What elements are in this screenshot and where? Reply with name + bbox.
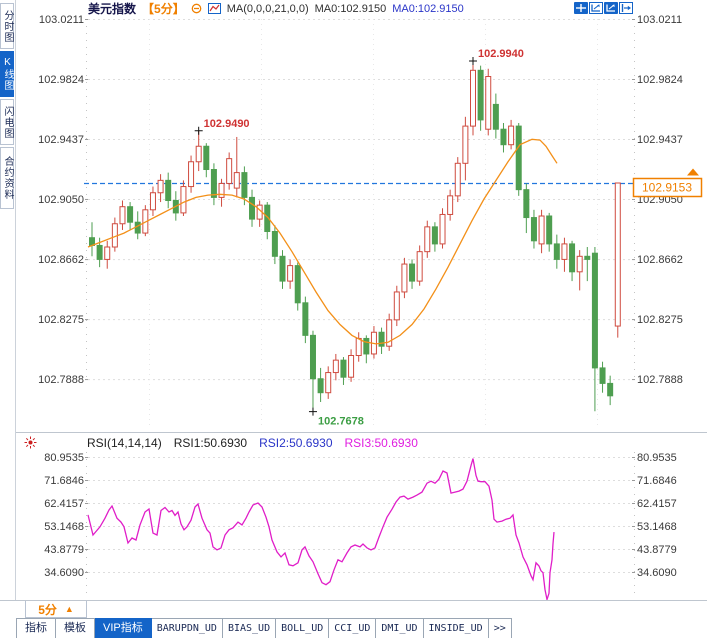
period-selector[interactable]: 5分 ▲ — [25, 601, 87, 618]
footer-period-row: 5分 ▲ — [0, 600, 707, 618]
indicator-settings-icon[interactable] — [24, 436, 37, 449]
svg-text:102.7678: 102.7678 — [318, 416, 364, 428]
svg-text:102.9824: 102.9824 — [38, 74, 84, 86]
chart-header: 美元指数 【5分】 MA(0,0,0,21,0,0) MA0:102.9150 … — [88, 1, 464, 16]
svg-text:80.9535: 80.9535 — [637, 452, 677, 464]
svg-text:34.6090: 34.6090 — [44, 567, 84, 579]
rsi-header: RSI(14,14,14) RSI1:50.6930 RSI2:50.6930 … — [0, 435, 418, 450]
sidebar-tab-1[interactable]: 分时图 — [0, 3, 14, 49]
rsi-settings-label: RSI(14,14,14) — [87, 435, 162, 450]
kline-window-icon[interactable] — [207, 3, 221, 14]
svg-text:103.0211: 103.0211 — [637, 14, 682, 26]
footer-tab-5[interactable]: BIAS_UD — [222, 618, 277, 638]
svg-text:102.9437: 102.9437 — [38, 134, 84, 146]
price-up-arrow-icon — [687, 168, 699, 176]
svg-text:53.1468: 53.1468 — [44, 521, 84, 533]
svg-text:43.8779: 43.8779 — [44, 544, 84, 556]
svg-text:102.9490: 102.9490 — [204, 118, 250, 130]
chart-toolbar — [574, 2, 633, 14]
svg-text:102.7888: 102.7888 — [38, 374, 84, 386]
rsi-grid — [86, 452, 635, 596]
svg-text:53.1468: 53.1468 — [637, 521, 677, 533]
sidebar-tab-3[interactable]: 闪电图 — [0, 99, 14, 145]
rsi-line — [87, 458, 555, 600]
svg-text:102.7888: 102.7888 — [637, 374, 683, 386]
crosshair-move-icon[interactable] — [574, 2, 588, 14]
sidebar-tab-2[interactable]: K线图 — [0, 51, 14, 97]
svg-text:102.8275: 102.8275 — [38, 314, 84, 326]
rsi-values: RSI(14,14,14) RSI1:50.6930 RSI2:50.6930 … — [87, 436, 418, 450]
footer-tab-2[interactable]: 模板 — [56, 618, 95, 638]
svg-text:71.6846: 71.6846 — [44, 475, 84, 487]
instrument-title: 美元指数 — [88, 2, 137, 16]
rsi-layers: 80.9535 80.9535 71.6846 71.6846 62.4157 62.41… — [44, 452, 677, 600]
period-up-arrow-icon: ▲ — [64, 604, 74, 614]
footer-tab-8[interactable]: DMI_UD — [376, 618, 424, 638]
svg-text:102.8662: 102.8662 — [637, 254, 683, 266]
ma-value-1: MA0:102.9150 — [392, 2, 464, 15]
svg-text:102.9050: 102.9050 — [38, 194, 84, 206]
svg-text:102.9437: 102.9437 — [637, 134, 683, 146]
svg-text:34.6090: 34.6090 — [637, 567, 677, 579]
svg-text:102.9824: 102.9824 — [637, 74, 683, 86]
svg-text:62.4157: 62.4157 — [637, 498, 677, 510]
footer-tab-7[interactable]: CCI_UD — [329, 618, 377, 638]
svg-text:62.4157: 62.4157 — [44, 498, 84, 510]
footer-tab-3[interactable]: VIP指标 — [95, 618, 152, 638]
svg-text:71.6846: 71.6846 — [637, 475, 677, 487]
price-annotations: 102.9490 102.9940 102.7678 — [194, 48, 524, 428]
rsi-axis-labels: 80.9535 80.9535 71.6846 71.6846 62.4157 62.41… — [44, 452, 677, 579]
grid — [86, 19, 635, 428]
svg-text:102.8275: 102.8275 — [637, 314, 683, 326]
svg-text:103.0211: 103.0211 — [39, 14, 84, 26]
ma21-line — [87, 138, 558, 345]
sidebar-divider — [15, 0, 16, 600]
last-price-box: 102.9153 — [632, 168, 703, 198]
rsi3-value: RSI3:50.6930 — [344, 435, 418, 450]
footer-tab-1[interactable]: 指标 — [16, 618, 56, 638]
svg-text:102.9940: 102.9940 — [478, 48, 524, 60]
footer-tab-10[interactable]: >> — [488, 618, 512, 638]
footer-tab-4[interactable]: BARUPDN_UD — [151, 618, 223, 638]
ma-settings-label: MA(0,0,0,21,0,0) — [226, 2, 309, 15]
footer-tab-6[interactable]: BOLL_UD — [276, 618, 330, 638]
period-tag: 【5分】 — [142, 2, 185, 16]
price-axis-labels: 103.0211 103.0211 102.9824 102.9824 102.9437… — [38, 14, 683, 386]
svg-text:102.9153: 102.9153 — [642, 181, 692, 195]
rsi1-value: RSI1:50.6930 — [173, 435, 248, 450]
footer-indicator-tabs: 指标 模板 VIP指标 BARUPDN_UD BIAS_UD BOLL_UD CCI_UD D… — [16, 618, 512, 638]
panel-separator — [16, 432, 707, 433]
footer-tab-9[interactable]: INSIDE_UD — [423, 618, 489, 638]
collapse-indicator-icon[interactable] — [191, 3, 202, 14]
period-selector-label: 5分 — [38, 602, 57, 617]
axis-zoom-active-icon[interactable] — [604, 2, 618, 14]
svg-text:80.9535: 80.9535 — [44, 452, 84, 464]
rsi-indicator-chart[interactable]: 80.9535 80.9535 71.6846 71.6846 62.4157 62.41… — [0, 450, 707, 600]
svg-text:43.8779: 43.8779 — [637, 544, 677, 556]
axis-zoom-icon[interactable] — [589, 2, 603, 14]
rsi2-value: RSI2:50.6930 — [259, 435, 333, 450]
candles — [89, 61, 621, 412]
shift-right-icon[interactable] — [619, 2, 633, 14]
svg-text:102.8662: 102.8662 — [38, 254, 84, 266]
sidebar-tab-4[interactable]: 合约资料 — [0, 147, 14, 209]
ma-value-0: MA0:102.9150 — [314, 2, 387, 15]
